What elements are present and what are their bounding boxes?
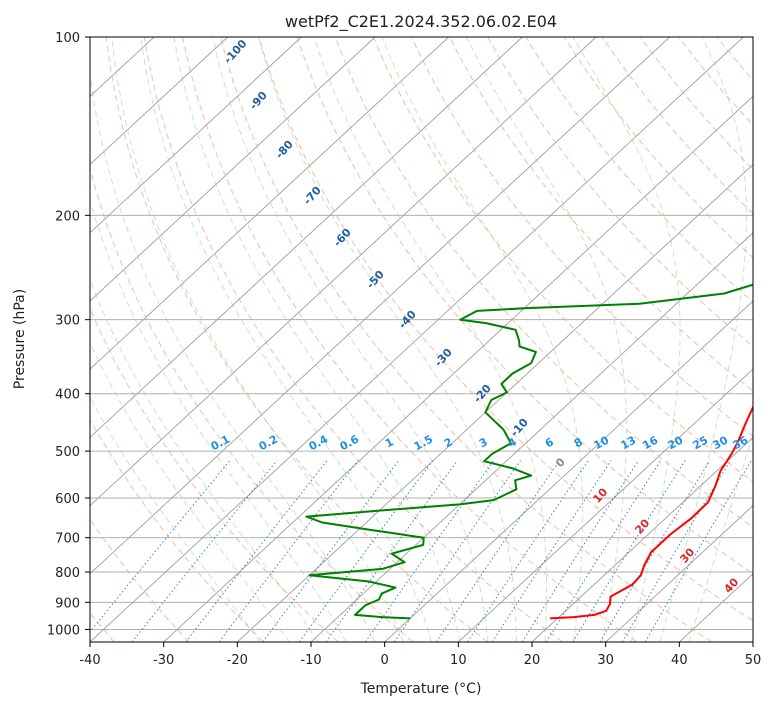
isotherm-line [384, 300, 753, 642]
dry-adiabat [372, 37, 753, 482]
mixing-ratio-line [262, 460, 400, 642]
dry-adiabat [258, 37, 753, 622]
y-axis: 1000 900 800 700 600 500 400 300 200 100 [47, 31, 90, 638]
isotherm-line [531, 436, 753, 642]
x-tick-label: 10 [450, 653, 467, 668]
moist-adiabat [173, 37, 461, 642]
isotherm-line [90, 37, 671, 575]
y-tick-label: 600 [55, 492, 80, 507]
x-tick-label: 0 [381, 653, 389, 668]
moist-adiabats [90, 37, 753, 642]
y-tick-label: 900 [55, 596, 80, 611]
moist-adiabat [90, 71, 376, 642]
mixing-ratio-line [298, 460, 434, 642]
mixing-ratio-line [131, 460, 278, 642]
moist-adiabat [90, 278, 319, 642]
y-axis-label: Pressure (hPa) [12, 289, 28, 389]
x-tick-label: -10 [300, 653, 321, 668]
x-tick-label: 30 [597, 653, 614, 668]
isotherm-line [605, 504, 753, 642]
mixing-ratio-label: 10 [592, 433, 612, 452]
isotherm-line [90, 37, 744, 642]
moist-adiabat [659, 37, 747, 642]
x-tick-label: -20 [227, 653, 248, 668]
mixing-ratio-lines [90, 460, 752, 642]
moist-adiabat [313, 37, 548, 642]
x-axis-label: Temperature (°C) [360, 681, 482, 697]
moist-adiabat [111, 37, 404, 642]
x-tick-label: 40 [671, 653, 688, 668]
y-tick-label: 700 [55, 532, 80, 547]
dry-adiabat [296, 37, 753, 575]
dewpoint-profile [305, 283, 753, 620]
y-tick-label: 1000 [47, 623, 80, 638]
mixing-ratio-label: 16 [641, 433, 661, 452]
mixing-ratio-line [644, 460, 752, 642]
x-tick-label: 50 [745, 653, 762, 668]
skewed-isotherm-gridlines [90, 37, 753, 642]
isotherm-line [90, 37, 376, 302]
dry-adiabat [411, 37, 753, 437]
x-tick-label: -40 [79, 653, 100, 668]
plot-frame [89, 36, 754, 643]
isotherm-line [90, 37, 597, 507]
dry-adiabat [449, 37, 753, 392]
mixing-ratio-line [491, 460, 612, 642]
dry-adiabat [525, 37, 753, 303]
moist-adiabat [140, 37, 432, 642]
mixing-ratio-line [621, 460, 731, 642]
mixing-ratio-line [435, 460, 561, 642]
temperature-profile [550, 404, 753, 620]
sounding-profiles [305, 283, 753, 620]
moist-adiabat [572, 37, 681, 642]
y-tick-label: 300 [55, 314, 80, 329]
isotherm-line [90, 37, 302, 234]
isotherm-line [90, 37, 229, 166]
isotherm-line [457, 368, 753, 642]
isotherm-line [236, 163, 753, 642]
mixing-ratio-line [467, 460, 589, 642]
dry-adiabat [182, 37, 638, 642]
mixing-ratio-label: 20 [666, 433, 686, 452]
y-tick-label: 100 [55, 31, 80, 46]
dry-adiabat [601, 37, 753, 215]
chart-title: wetPf2_C2E1.2024.352.06.02.E04 [285, 12, 557, 32]
moist-adiabat [688, 433, 753, 642]
dry-adiabat [220, 37, 712, 642]
isotherm-line [90, 37, 450, 370]
mixing-ratio-line [393, 460, 522, 642]
isotherm-line [90, 37, 523, 438]
dry-adiabats [90, 37, 753, 642]
moist-adiabat [258, 37, 517, 642]
moist-adiabat [90, 341, 290, 642]
y-tick-label: 500 [55, 445, 80, 460]
y-tick-label: 400 [55, 388, 80, 403]
x-tick-label: 20 [524, 653, 541, 668]
dry-adiabat [143, 37, 563, 642]
x-tick-label: -30 [153, 653, 174, 668]
mixing-ratio-label: 25 [691, 434, 711, 453]
mixing-ratio-label: 13 [619, 434, 639, 453]
moist-adiabat [381, 37, 584, 642]
moist-adiabat [212, 37, 489, 642]
isotherm-line [163, 95, 753, 642]
mixing-ratio-line [599, 460, 711, 642]
mixing-ratio-line [90, 460, 231, 633]
dry-adiabat [640, 37, 753, 170]
mixing-ratio-line [364, 460, 495, 642]
isobar-gridlines [90, 37, 753, 630]
mixing-ratio-label: 36 [731, 433, 751, 452]
x-axis: -40 -30 -20 -10 0 10 20 30 40 50 [79, 642, 761, 668]
dry-adiabat [90, 518, 190, 642]
mixing-ratio-line [325, 460, 459, 642]
y-tick-label: 200 [55, 209, 80, 224]
dry-adiabat [90, 307, 339, 642]
moist-adiabat [90, 395, 261, 642]
y-tick-label: 800 [55, 566, 80, 581]
mixing-ratio-label: 30 [711, 433, 731, 452]
